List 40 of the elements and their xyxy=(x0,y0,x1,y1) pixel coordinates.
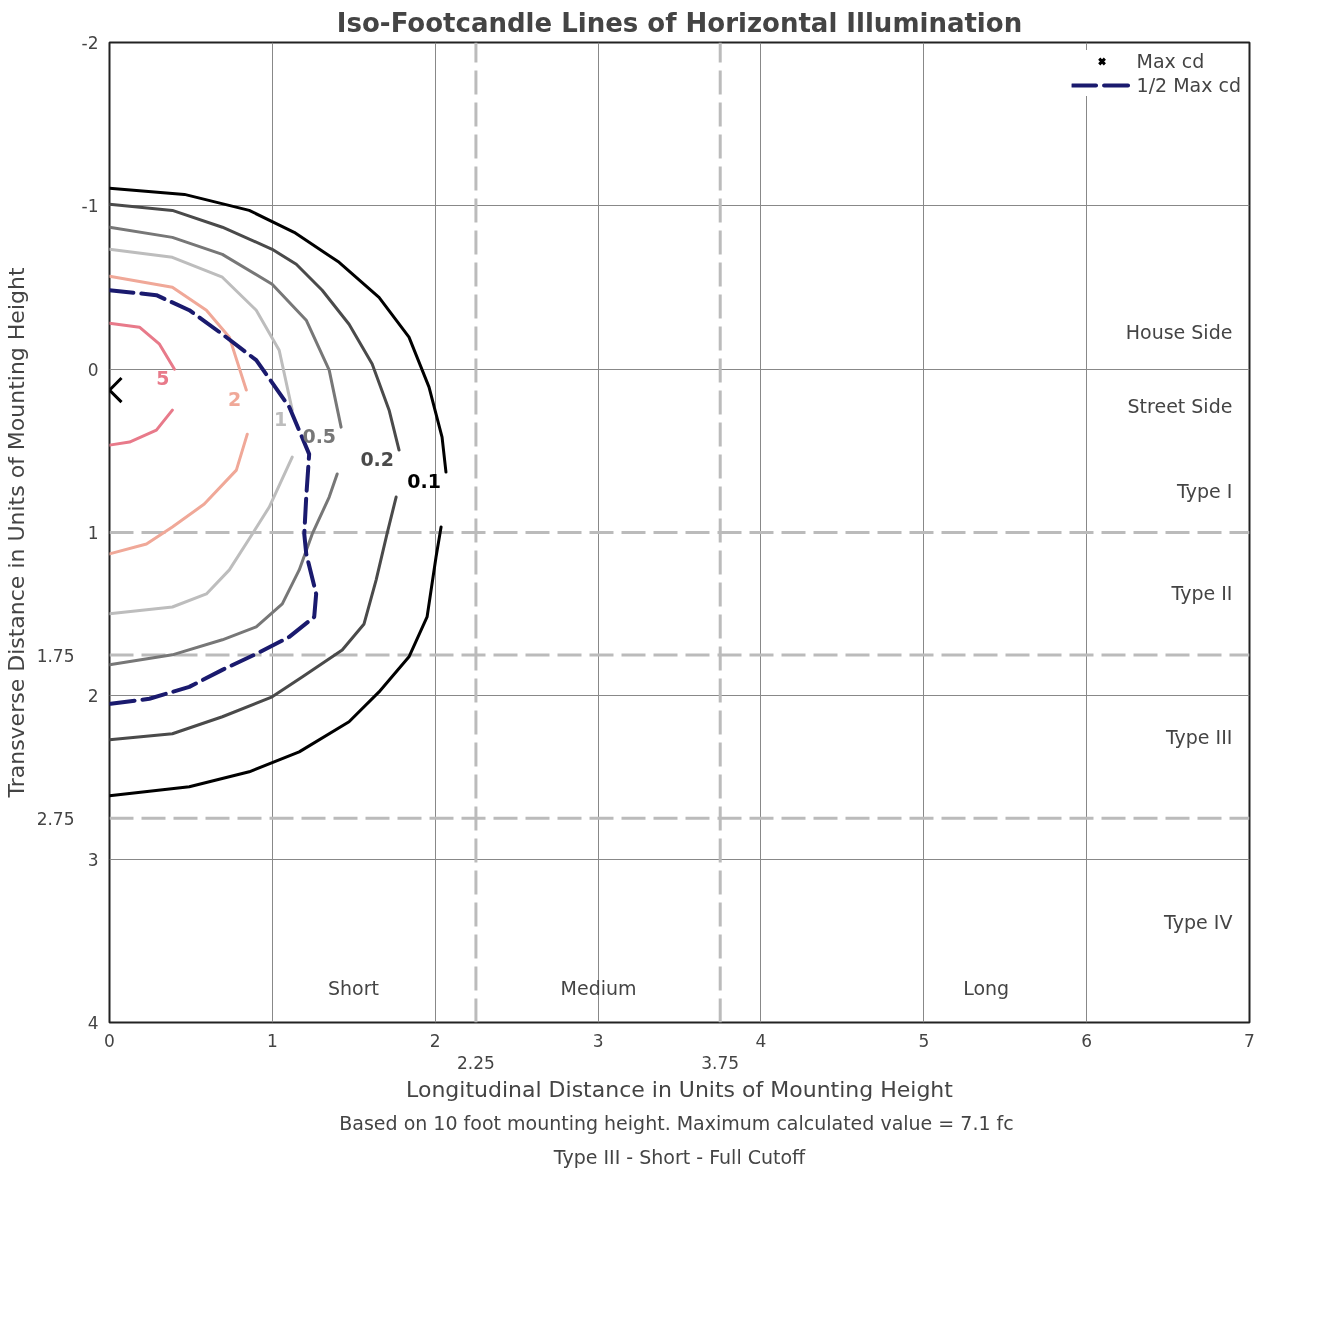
text: Based on 10 foot mounting height. Maximum calculated value = 7.1 fc xyxy=(339,1111,1014,1134)
series-label: 2 xyxy=(228,388,242,411)
ref-line-label: 3.75 xyxy=(701,1052,740,1073)
annotation: Type II xyxy=(1170,582,1233,605)
annotation: Long xyxy=(963,977,1010,1000)
legend-label: 1/2 Max cd xyxy=(1136,74,1241,96)
x-tick-label: 2 xyxy=(429,1030,441,1051)
annotation: Type IV xyxy=(1163,910,1233,933)
x-tick-label: 5 xyxy=(918,1030,930,1051)
text: Type III - Short - Full Cutoff xyxy=(552,1145,807,1168)
y-tick-label: -1 xyxy=(81,196,99,217)
y-tick-label: 3 xyxy=(87,849,99,870)
x-tick-label: 6 xyxy=(1081,1030,1093,1051)
series-label: 5 xyxy=(156,367,170,390)
y-tick-label: 4 xyxy=(87,1013,99,1033)
x-tick-label: 7 xyxy=(1244,1030,1255,1051)
y-tick-label: -2 xyxy=(81,33,99,53)
series-label: 0.2 xyxy=(360,448,395,471)
x-tick-label: 3 xyxy=(592,1030,604,1051)
y-axis-title: Transverse Distance in Units of Mounting Height xyxy=(3,267,29,799)
series-label: 0.5 xyxy=(302,425,337,448)
y-tick-label: 2 xyxy=(87,686,99,707)
y-tick-label: 0 xyxy=(87,359,99,380)
x-tick-label: 1 xyxy=(266,1030,278,1051)
annotation: Type I xyxy=(1176,480,1233,503)
series-label: 0.1 xyxy=(407,470,441,493)
ref-line-label: 2.75 xyxy=(36,808,75,829)
ref-line-label: 1.75 xyxy=(36,645,75,666)
ref-line-label: 2.25 xyxy=(457,1052,495,1073)
y-tick-label: 1 xyxy=(87,523,99,543)
chart-title: Iso-Footcandle Lines of Horizontal Illumination xyxy=(336,7,1023,38)
x-axis-title: Longitudinal Distance in Units of Mounting Height xyxy=(406,1076,954,1102)
annotation: House Side xyxy=(1125,320,1233,343)
annotation: Street Side xyxy=(1127,395,1233,418)
annotation: Short xyxy=(327,977,379,1000)
series-label: 1 xyxy=(274,408,288,431)
x-tick-label: 0 xyxy=(104,1030,115,1051)
annotation: Type III xyxy=(1164,726,1233,749)
legend-label: Max cd xyxy=(1136,50,1205,72)
x-tick-label: 4 xyxy=(755,1030,767,1051)
